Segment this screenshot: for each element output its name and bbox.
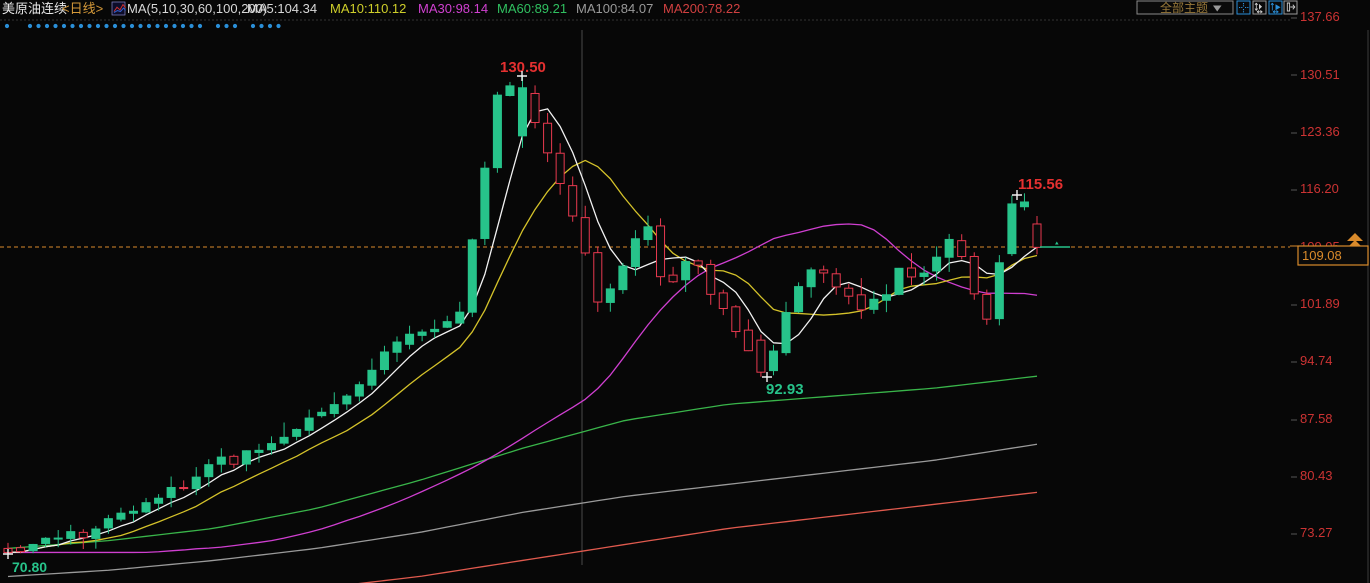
svg-text:全部主题: 全部主题 bbox=[1160, 0, 1208, 15]
svg-text:101.89: 101.89 bbox=[1300, 296, 1340, 311]
svg-text:130.50: 130.50 bbox=[500, 59, 546, 76]
svg-text:MA100:84.07: MA100:84.07 bbox=[576, 1, 653, 16]
svg-text:123.36: 123.36 bbox=[1300, 124, 1340, 139]
svg-text:109.08: 109.08 bbox=[1302, 248, 1342, 263]
svg-text:MA10:110.12: MA10:110.12 bbox=[330, 1, 406, 16]
svg-text:<日线>: <日线> bbox=[62, 1, 103, 16]
svg-text:130.51: 130.51 bbox=[1300, 67, 1340, 82]
svg-text:80.43: 80.43 bbox=[1300, 468, 1333, 483]
svg-text:MA30:98.14: MA30:98.14 bbox=[418, 1, 488, 16]
svg-text:92.93: 92.93 bbox=[766, 381, 804, 398]
svg-text:116.20: 116.20 bbox=[1300, 181, 1339, 196]
svg-text:MA5:104.34: MA5:104.34 bbox=[247, 1, 317, 16]
svg-text:87.58: 87.58 bbox=[1300, 411, 1333, 426]
svg-text:94.74: 94.74 bbox=[1300, 353, 1333, 368]
svg-text:137.66: 137.66 bbox=[1300, 9, 1340, 24]
svg-text:115.56: 115.56 bbox=[1018, 176, 1063, 193]
svg-text:MA60:89.21: MA60:89.21 bbox=[497, 1, 567, 16]
svg-text:70.80: 70.80 bbox=[12, 559, 47, 575]
svg-text:美原油连续: 美原油连续 bbox=[2, 1, 67, 16]
svg-text:73.27: 73.27 bbox=[1300, 525, 1333, 540]
svg-text:MA200:78.22: MA200:78.22 bbox=[663, 1, 740, 16]
